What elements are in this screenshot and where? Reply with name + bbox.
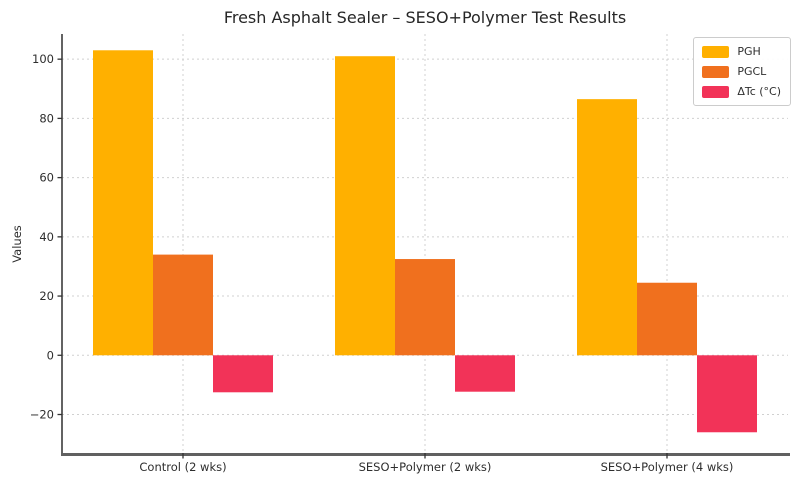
legend-label-pgh: PGH bbox=[737, 45, 761, 58]
y-tick-label: 40 bbox=[39, 230, 54, 244]
bar-pgcl-seso-polymer-2-wks bbox=[395, 259, 455, 356]
legend: PGH PGCL ΔTc (°C) bbox=[693, 37, 791, 106]
bar-pgh-control-2-wks bbox=[93, 50, 153, 356]
y-tick-label: 100 bbox=[32, 52, 54, 66]
bar-tc-c-seso-polymer-4-wks bbox=[697, 355, 757, 433]
bar-tc-c-seso-polymer-2-wks bbox=[455, 355, 515, 392]
bar-pgcl-seso-polymer-4-wks bbox=[637, 282, 697, 356]
legend-item-pgh: PGH bbox=[702, 43, 781, 60]
legend-swatch-dtc bbox=[702, 85, 730, 98]
legend-item-pgcl: PGCL bbox=[702, 63, 781, 80]
y-tick-label: 0 bbox=[47, 348, 54, 362]
bar-pgh-seso-polymer-4-wks bbox=[577, 99, 637, 356]
legend-label-pgcl: PGCL bbox=[737, 65, 767, 78]
bar-tc-c-control-2-wks bbox=[213, 355, 273, 393]
x-tick-label: SESO+Polymer (4 wks) bbox=[601, 460, 734, 474]
legend-swatch-pgh bbox=[702, 45, 730, 58]
x-tick-label: Control (2 wks) bbox=[139, 460, 226, 474]
legend-item-dtc: ΔTc (°C) bbox=[702, 83, 781, 100]
bar-pgh-seso-polymer-2-wks bbox=[335, 56, 395, 356]
x-tick-label: SESO+Polymer (2 wks) bbox=[359, 460, 492, 474]
bar-pgcl-control-2-wks bbox=[153, 254, 213, 356]
y-tick-label: −20 bbox=[30, 408, 54, 422]
legend-label-dtc: ΔTc (°C) bbox=[737, 85, 781, 98]
y-tick-label: 20 bbox=[39, 289, 54, 303]
chart-title: Fresh Asphalt Sealer – SESO+Polymer Test… bbox=[223, 8, 627, 27]
y-tick-label: 80 bbox=[39, 111, 54, 125]
y-tick-label: 60 bbox=[39, 171, 54, 185]
legend-swatch-pgcl bbox=[702, 65, 730, 78]
